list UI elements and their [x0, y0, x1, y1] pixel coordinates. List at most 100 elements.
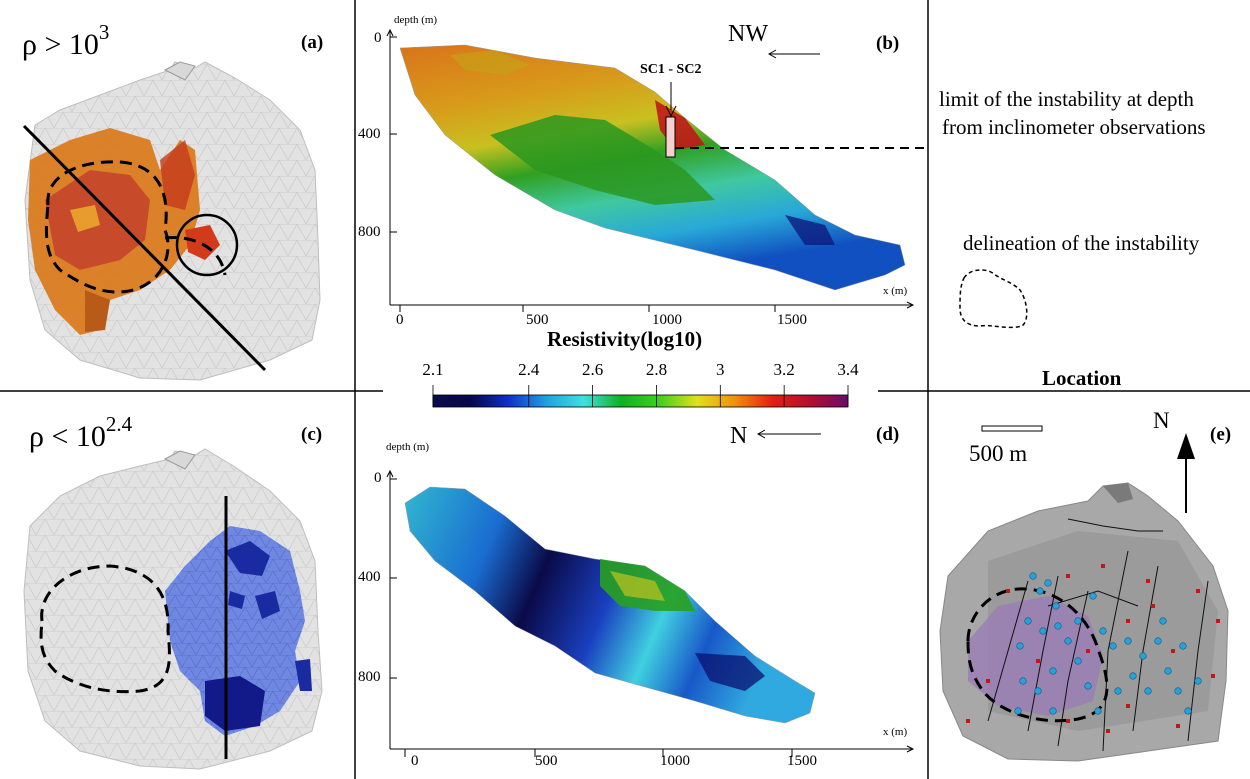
panel-b-x-label: x (m)	[883, 285, 908, 297]
observation-point-blue	[1174, 687, 1182, 695]
observation-point-blue	[1099, 627, 1107, 635]
observation-point-blue	[1014, 707, 1022, 715]
panel-c-exponent: 2.4	[105, 412, 133, 436]
observation-point-red	[1126, 704, 1130, 708]
delineation-legend-text: delineation of the instability	[963, 231, 1200, 255]
panel-d-tag: (d)	[876, 424, 900, 445]
observation-point-red	[1176, 724, 1180, 728]
panel-a-condition: ρ > 103	[22, 20, 110, 61]
colorbar: 2.1 2.4 2.6 2.8 3 3.2 3.4	[422, 360, 859, 408]
observation-point-red	[1086, 649, 1090, 653]
colorbar-tick-label: 3.4	[837, 360, 859, 379]
observation-point-red	[1106, 729, 1110, 733]
observation-point-red	[1066, 574, 1070, 578]
panel-b-y-tick-0: 0	[374, 30, 382, 46]
panel-c-condition: ρ < 102.4	[29, 412, 133, 453]
panel-d-direction: N	[730, 423, 748, 449]
observation-point-red	[1146, 579, 1150, 583]
panel-d-x-label: x (m)	[883, 726, 908, 738]
observation-point-blue	[1154, 637, 1162, 645]
observation-point-blue	[1089, 592, 1097, 600]
colorbar-tick-label: 2.1	[422, 360, 443, 379]
observation-point-blue	[1034, 687, 1042, 695]
panel-d-x-tick-1: 500	[535, 753, 558, 769]
panel-e-tag: (e)	[1210, 424, 1232, 445]
borehole-annotation: SC1 - SC2	[640, 62, 702, 77]
panel-c-tag: (c)	[301, 424, 323, 445]
panel-e-location-map	[939, 425, 1229, 762]
panel-b-tag: (b)	[876, 33, 900, 54]
panel-b-direction: NW	[728, 21, 768, 47]
observation-point-blue	[1179, 642, 1187, 650]
panel-b-x-tick-3: 1500	[777, 312, 807, 328]
observation-point-red	[1171, 649, 1175, 653]
panel-d-y-label: depth (m)	[386, 441, 430, 453]
colorbar-tick-label: 2.6	[582, 360, 603, 379]
observation-point-red	[1151, 604, 1155, 608]
observation-point-blue	[1159, 617, 1167, 625]
observation-point-blue	[1144, 687, 1152, 695]
observation-point-blue	[1184, 707, 1192, 715]
colorbar-title: Resistivity(log10)	[547, 327, 703, 351]
observation-point-red	[986, 679, 990, 683]
panel-b-x-tick-1: 500	[526, 312, 549, 328]
limit-legend-line2: from inclinometer observations	[942, 115, 1206, 139]
observation-point-blue	[1052, 602, 1060, 610]
observation-point-red	[1036, 659, 1040, 663]
observation-point-blue	[1164, 667, 1172, 675]
observation-point-red	[1101, 564, 1105, 568]
delineation-legend-symbol	[959, 269, 1028, 329]
observation-point-blue	[1049, 667, 1057, 675]
observation-point-red	[1216, 619, 1220, 623]
colorbar-tick-label: 3.2	[774, 360, 795, 379]
panel-d-section	[386, 429, 915, 757]
observation-point-red	[1066, 719, 1070, 723]
observation-point-blue	[1049, 707, 1057, 715]
observation-point-blue	[1024, 617, 1032, 625]
panel-d-x-tick-2: 1000	[660, 753, 690, 769]
observation-point-blue	[1016, 642, 1024, 650]
panel-b-x-tick-0: 0	[396, 312, 404, 328]
observation-point-red	[1196, 589, 1200, 593]
observation-point-red	[966, 719, 970, 723]
observation-point-blue	[1114, 687, 1122, 695]
north-label: N	[1153, 408, 1170, 433]
observation-point-blue	[1074, 657, 1082, 665]
fault-lines	[987, 518, 1209, 752]
observation-point-blue	[1194, 677, 1202, 685]
observation-point-blue	[1074, 617, 1082, 625]
panel-d-y-tick-1: 400	[358, 569, 381, 585]
observation-point-blue	[1084, 682, 1092, 690]
panel-d-y-tick-2: 800	[358, 669, 381, 685]
observation-point-blue	[1054, 622, 1062, 630]
observation-point-blue	[1139, 652, 1147, 660]
colorbar-tick-label: 2.8	[646, 360, 667, 379]
colorbar-tick-label: 2.4	[518, 360, 540, 379]
panel-a-rendering	[22, 61, 321, 381]
observation-point-blue	[1029, 572, 1037, 580]
panel-b-section	[386, 28, 928, 312]
observation-point-blue	[1039, 627, 1047, 635]
observation-point-blue	[1124, 637, 1132, 645]
panel-d-x-tick-3: 1500	[787, 753, 817, 769]
panel-a-tag: (a)	[301, 32, 324, 53]
panel-c-rendering	[23, 448, 323, 770]
observation-point-blue	[1129, 672, 1137, 680]
panel-b-y-tick-1: 400	[358, 126, 381, 142]
panel-d-y-tick-0: 0	[374, 470, 382, 486]
observation-point-blue	[1036, 587, 1044, 595]
panel-a-exponent: 3	[98, 20, 110, 44]
observation-point-red	[1211, 674, 1215, 678]
colorbar-tick-label: 3	[716, 360, 725, 379]
limit-legend-line1: limit of the instability at depth	[939, 87, 1194, 111]
panel-b-y-tick-2: 800	[358, 224, 381, 240]
panel-b-y-label: depth (m)	[394, 14, 438, 26]
observation-point-red	[1006, 589, 1010, 593]
scale-bar-label: 500 m	[969, 441, 1028, 466]
observation-point-blue	[1044, 579, 1052, 587]
observation-point-blue	[1019, 677, 1027, 685]
observation-point-blue	[1094, 707, 1102, 715]
location-title: Location	[1042, 366, 1122, 390]
